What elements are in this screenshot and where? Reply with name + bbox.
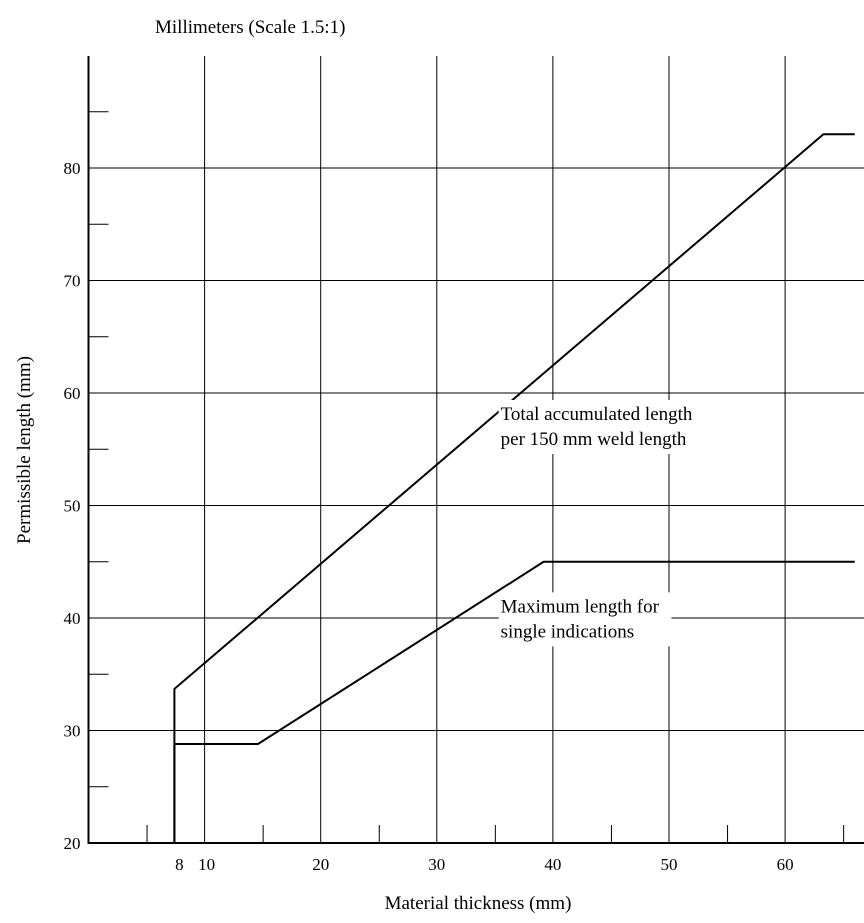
series-line-1 [173,133,855,843]
series-lines [173,133,855,843]
y-axis-label: Permissible length (mm) [14,356,35,544]
x-tick-label: 60 [777,855,794,874]
series-line-2 [173,560,855,843]
x-tick-label: 50 [661,855,678,874]
series-label-1: Total accumulated length [501,404,693,425]
y-tick-label: 30 [64,722,81,741]
series-label-1: per 150 mm weld length [501,429,687,450]
y-tick-label: 40 [64,609,81,628]
tick-labels: 20 30 40 50 60 70 80 8 10 20 30 40 50 60 [64,159,794,874]
x-tick-label: 8 [175,855,184,874]
y-tick-label: 20 [64,834,81,853]
x-tick-label: 20 [312,855,329,874]
series-label-2: Maximum length for [501,596,660,617]
y-tick-label: 60 [64,384,81,403]
series-label-bg [498,592,672,647]
chart-subtitle: Millimeters (Scale 1.5:1) [155,17,345,38]
y-tick-label: 50 [64,497,81,516]
x-tick-label: 40 [544,855,561,874]
y-tick-label: 70 [64,272,81,291]
series-annotations: Total accumulated length per 150 mm weld … [498,400,730,647]
x-axis-label: Material thickness (mm) [385,893,572,914]
x-tick-label: 10 [198,855,215,874]
series-label-2: single indications [501,621,635,642]
series-label-bg [498,400,730,454]
y-tick-label: 80 [64,159,81,178]
grid-lines [88,56,864,843]
x-tick-label: 30 [428,855,445,874]
axes [87,56,864,844]
